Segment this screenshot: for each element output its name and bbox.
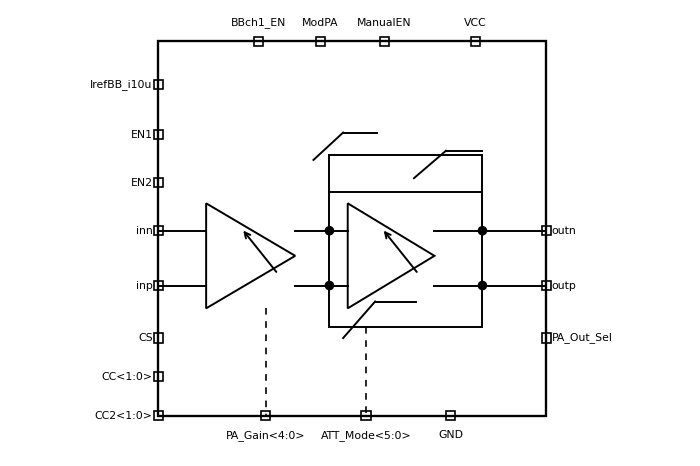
Bar	[153, 334, 163, 343]
Text: EN1: EN1	[131, 130, 153, 140]
Bar	[542, 281, 551, 290]
Bar	[153, 226, 163, 235]
Text: PA_Gain<4:0>: PA_Gain<4:0>	[226, 430, 305, 441]
Circle shape	[478, 281, 486, 290]
Bar	[361, 411, 370, 420]
Text: IrefBB_i10u: IrefBB_i10u	[90, 79, 153, 90]
Text: CC2<1:0>: CC2<1:0>	[94, 411, 153, 421]
Text: BBch1_EN: BBch1_EN	[231, 18, 286, 28]
Bar	[254, 37, 263, 46]
Bar	[471, 37, 480, 46]
Bar	[153, 178, 163, 187]
Bar	[379, 37, 389, 46]
Bar	[542, 334, 551, 343]
Bar	[153, 372, 163, 381]
Circle shape	[326, 281, 334, 290]
Text: EN2: EN2	[131, 178, 153, 188]
Bar	[153, 411, 163, 420]
Bar	[158, 41, 547, 416]
Bar	[542, 226, 551, 235]
Text: ATT_Mode<5:0>: ATT_Mode<5:0>	[321, 430, 412, 441]
Bar	[330, 192, 482, 327]
Text: ManualEN: ManualEN	[357, 19, 412, 28]
Polygon shape	[206, 203, 295, 308]
Text: CC<1:0>: CC<1:0>	[102, 372, 153, 382]
Bar	[261, 411, 270, 420]
Bar	[153, 281, 163, 290]
Text: PA_Out_Sel: PA_Out_Sel	[552, 333, 612, 343]
Circle shape	[478, 226, 486, 235]
Text: inp: inp	[136, 281, 153, 290]
Text: ModPA: ModPA	[302, 19, 339, 28]
Bar	[316, 37, 325, 46]
Text: GND: GND	[438, 430, 463, 440]
Polygon shape	[348, 203, 435, 308]
Circle shape	[326, 226, 334, 235]
Bar	[446, 411, 455, 420]
Bar	[153, 80, 163, 89]
Text: outn: outn	[552, 226, 577, 236]
Text: VCC: VCC	[464, 19, 487, 28]
Text: CS: CS	[138, 333, 153, 343]
Text: outp: outp	[552, 281, 577, 290]
Bar	[153, 130, 163, 139]
Text: inn: inn	[136, 226, 153, 236]
